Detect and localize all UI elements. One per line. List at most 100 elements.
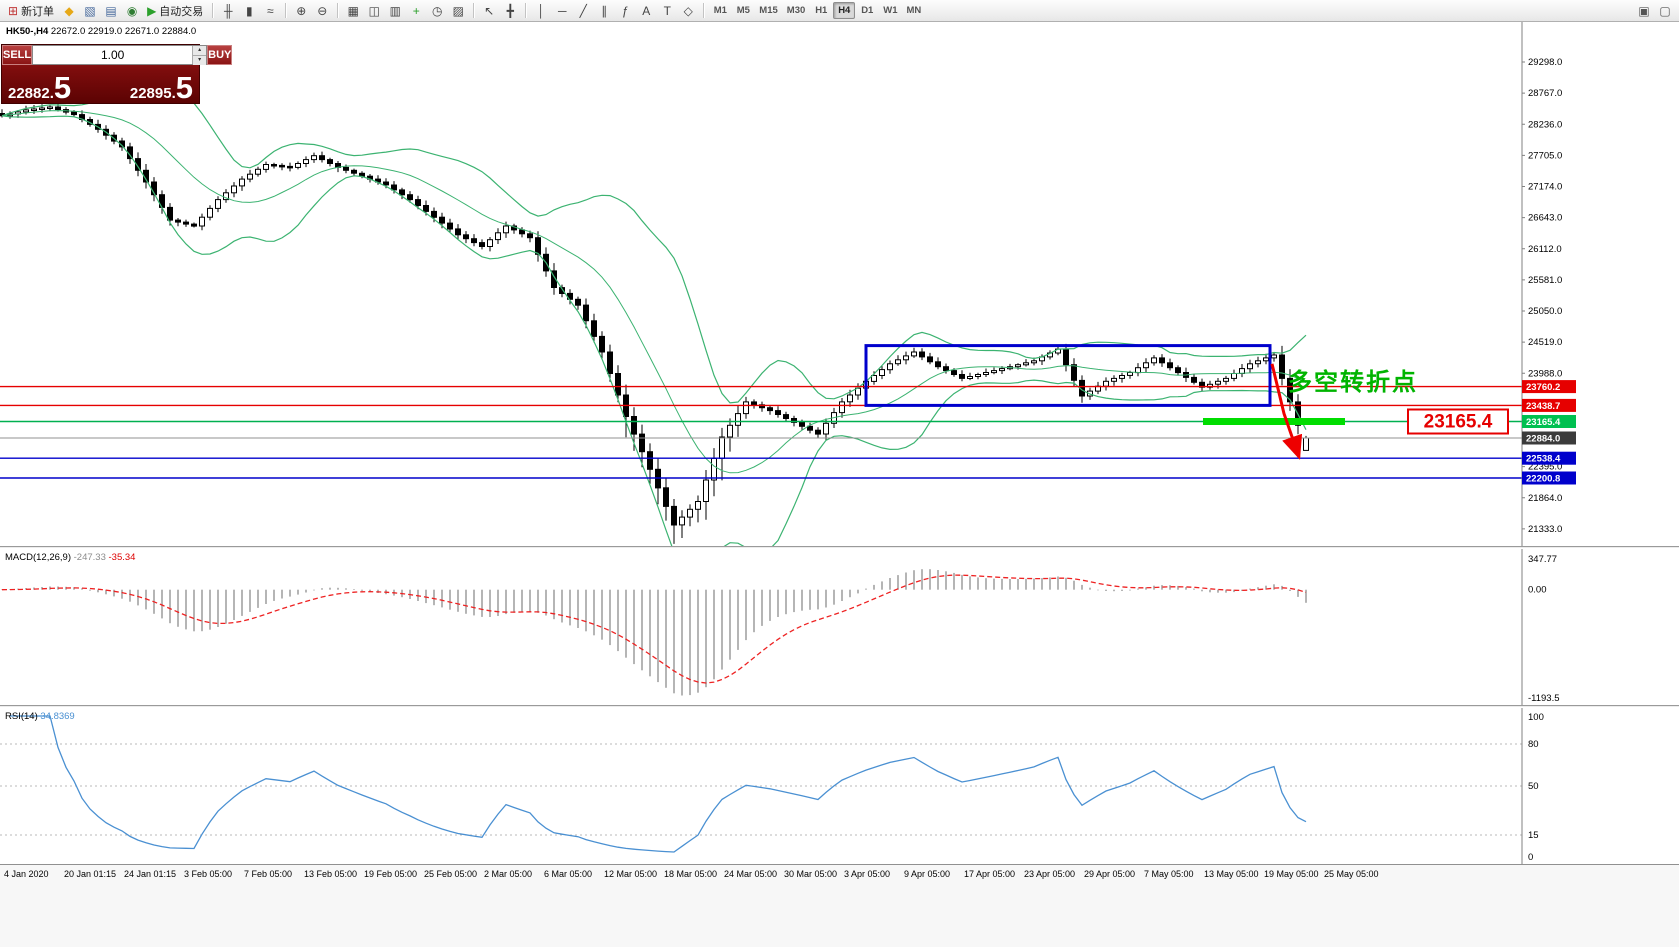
mql5-community-button[interactable]: ◆ (59, 2, 79, 20)
timeframe-d1[interactable]: D1 (856, 2, 878, 19)
toolbar-separator (525, 3, 527, 18)
toolbar-separator (703, 3, 705, 18)
time-axis-label: 29 Apr 05:00 (1084, 869, 1136, 879)
strategy-button[interactable]: ◉ (122, 2, 142, 20)
macd-axis-label: 0.00 (1528, 585, 1547, 596)
main-chart-canvas[interactable]: 多空转折点 23165.4 29298.0 28767.0 28236.0 27705.0… (0, 22, 1679, 546)
templates-button[interactable]: ▨ (448, 2, 468, 20)
time-axis-label: 3 Feb 05:00 (184, 869, 233, 879)
auto-scroll-icon: ▢ (1659, 3, 1671, 18)
time-axis-label: 25 May 05:00 (1324, 869, 1379, 879)
timeframe-w1[interactable]: W1 (879, 2, 901, 19)
arrange-windows-button[interactable]: ▥ (385, 2, 405, 20)
channel-button[interactable]: ∥ (594, 2, 614, 20)
price-axis-label: 25581.0 (1528, 275, 1562, 286)
price-axis-label: 21864.0 (1528, 493, 1562, 504)
new-order-button[interactable]: ⊞ 新订单 (4, 2, 58, 20)
shapes-icon: ◇ (683, 3, 693, 18)
play-icon: ▶ (147, 3, 157, 18)
horizontal-line-button[interactable]: ─ (552, 2, 572, 20)
volume-input[interactable] (33, 46, 193, 64)
rsi-axis-label: 0 (1528, 852, 1533, 863)
turning-point-note: 多空转折点 (1288, 368, 1418, 396)
time-axis-label: 24 Mar 05:00 (724, 869, 778, 879)
zoom-out-button[interactable]: ⊖ (312, 2, 332, 20)
price-axis-label: 26112.0 (1528, 244, 1562, 255)
price-callout-text: 23165.4 (1424, 412, 1493, 433)
price-axis-label: 27705.0 (1528, 150, 1562, 161)
channel-icon: ∥ (601, 3, 608, 18)
zoom-out-icon: ⊖ (317, 3, 328, 18)
trendline-button[interactable]: ╱ (573, 2, 593, 20)
time-axis-label: 24 Jan 01:15 (124, 869, 177, 879)
rsi-axis-label: 15 (1528, 830, 1539, 841)
pane-divider[interactable] (0, 705, 1679, 708)
time-axis-label: 13 Feb 05:00 (304, 869, 358, 879)
timeframe-mn[interactable]: MN (903, 2, 926, 19)
volume-field: ▴ ▾ (32, 45, 208, 65)
periods-button[interactable]: ◷ (427, 2, 447, 20)
toolbar-separator (212, 3, 214, 18)
buy-price: 22895.5 (129, 70, 193, 105)
volume-down-icon[interactable]: ▾ (193, 56, 207, 65)
price-line-tag-text: 23760.2 (1526, 382, 1560, 393)
time-axis[interactable]: 4 Jan 2020 20 Jan 01:15 24 Jan 01:15 3 Feb … (0, 864, 1679, 947)
label-button[interactable]: T (657, 2, 677, 20)
time-axis-label: 12 Mar 05:00 (604, 869, 658, 879)
chart-shift-button[interactable]: ▣ (1634, 2, 1654, 20)
crosshair-button[interactable]: ╋ (500, 2, 520, 20)
zoom-in-button[interactable]: ⊕ (291, 2, 311, 20)
timeframe-m5[interactable]: M5 (732, 2, 754, 19)
timeframe-h4[interactable]: H4 (833, 2, 856, 19)
data-window-button[interactable]: ▤ (101, 2, 121, 20)
timeframe-m30[interactable]: M30 (783, 2, 809, 19)
price-line-tag (1522, 471, 1576, 485)
auto-scroll-button[interactable]: ▢ (1655, 2, 1675, 20)
cascade-windows-button[interactable]: ◫ (364, 2, 384, 20)
clock-icon: ◷ (432, 3, 443, 18)
new-chart-button[interactable]: + (406, 2, 426, 20)
cursor-button[interactable]: ↖ (479, 2, 499, 20)
autotrading-button[interactable]: ▶ 自动交易 (143, 2, 207, 20)
time-axis-label: 7 May 05:00 (1144, 869, 1194, 879)
line-chart-icon: ≈ (267, 3, 274, 18)
toolbar-separator (337, 3, 339, 18)
rsi-axis-label: 80 (1528, 739, 1539, 750)
buy-button[interactable]: BUY (207, 45, 233, 65)
consolidation-box (864, 344, 1272, 407)
bar-chart-button[interactable]: ╫ (218, 2, 238, 20)
candlestick-chart-button[interactable]: ▮ (239, 2, 259, 20)
rsi-pane-canvas[interactable]: 100 80 50 15 0 (0, 708, 1679, 864)
price-line-tag (1522, 431, 1576, 445)
tile-windows-button[interactable]: ▦ (343, 2, 363, 20)
timeframe-m15[interactable]: M15 (755, 2, 781, 19)
macd-axis-label: -1193.5 (1528, 693, 1560, 704)
time-axis-label: 19 Feb 05:00 (364, 869, 418, 879)
text-icon: A (642, 3, 651, 18)
volume-up-icon[interactable]: ▴ (193, 46, 207, 56)
text-button[interactable]: A (636, 2, 656, 20)
price-axis-label: 23988.0 (1528, 368, 1562, 379)
timeframe-h1[interactable]: H1 (810, 2, 832, 19)
bollinger-lower-band (1, 115, 1307, 546)
line-chart-button[interactable]: ≈ (260, 2, 280, 20)
macd-indicator-label: MACD(12,26,9) -247.33 -35.34 (5, 552, 136, 563)
rsi-value: 34.8369 (40, 711, 75, 722)
vertical-line-button[interactable]: │ (531, 2, 551, 20)
sell-button[interactable]: SELL (2, 45, 33, 65)
crosshair-icon: ╋ (506, 3, 514, 18)
shapes-button[interactable]: ◇ (678, 2, 698, 20)
time-axis-label: 9 Apr 05:00 (904, 869, 951, 879)
timeframe-m1[interactable]: M1 (709, 2, 731, 19)
rsi-axis-label: 100 (1528, 712, 1544, 723)
vertical-line-icon: │ (537, 3, 546, 18)
macd-histogram (1, 569, 1307, 696)
pane-divider[interactable] (0, 546, 1679, 549)
chart-window-button[interactable]: ▧ (80, 2, 100, 20)
sell-price: 22882.5 (8, 70, 72, 105)
time-axis-label: 19 May 05:00 (1264, 869, 1319, 879)
fibonacci-button[interactable]: ƒ (615, 2, 635, 20)
globe-icon: ◉ (126, 3, 138, 18)
price-axis-label: 22395.0 (1528, 462, 1562, 473)
macd-pane-canvas[interactable]: 347.77 0.00 -1193.5 (0, 549, 1679, 705)
